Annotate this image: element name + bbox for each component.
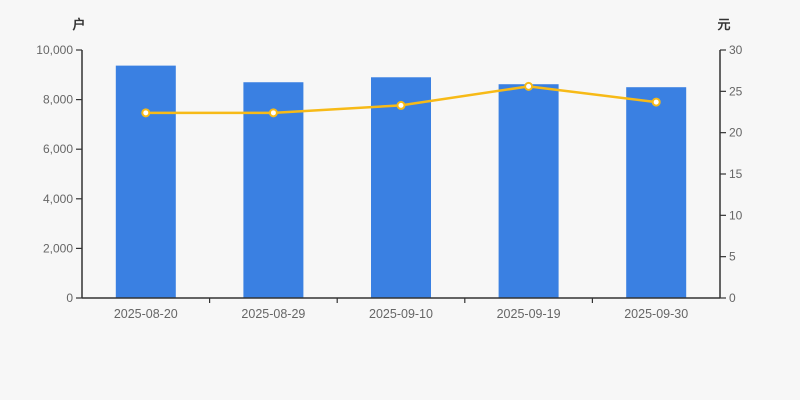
line-point-marker[interactable] <box>268 108 278 118</box>
bar[interactable] <box>115 65 176 299</box>
right-axis-tick-label: 0 <box>729 291 736 305</box>
line-point-marker[interactable] <box>396 100 406 110</box>
left-axis-tick-label: 0 <box>66 291 73 305</box>
right-axis-tick-label: 5 <box>729 250 736 264</box>
left-axis-tick-label: 4,000 <box>43 192 73 206</box>
line-point-marker[interactable] <box>141 108 151 118</box>
bar[interactable] <box>371 77 431 298</box>
x-axis-category-label: 2025-09-30 <box>624 307 688 321</box>
bar[interactable] <box>243 82 304 299</box>
right-axis-tick-label: 20 <box>729 126 743 140</box>
right-axis-tick-label: 10 <box>729 208 743 222</box>
x-axis-category-label: 2025-09-10 <box>369 307 433 321</box>
left-axis-tick-label: 10,000 <box>36 43 73 57</box>
right-axis-tick-label: 15 <box>729 167 743 181</box>
right-axis-tick-label: 30 <box>729 43 743 57</box>
bar[interactable] <box>498 84 559 298</box>
line-point-marker[interactable] <box>524 81 534 91</box>
right-axis-tick-label: 25 <box>729 84 743 98</box>
left-axis-tick-label: 6,000 <box>43 142 73 156</box>
right-axis-unit-label: 元 <box>717 17 731 32</box>
x-axis-category-label: 2025-08-29 <box>241 307 305 321</box>
left-axis-tick-label: 2,000 <box>43 241 73 255</box>
bar[interactable] <box>626 87 687 298</box>
line-point-marker[interactable] <box>651 97 661 107</box>
x-axis-category-label: 2025-08-20 <box>114 307 178 321</box>
left-axis-tick-label: 8,000 <box>43 93 73 107</box>
x-axis-category-label: 2025-09-19 <box>497 307 561 321</box>
left-axis-unit-label: 户 <box>72 17 86 32</box>
